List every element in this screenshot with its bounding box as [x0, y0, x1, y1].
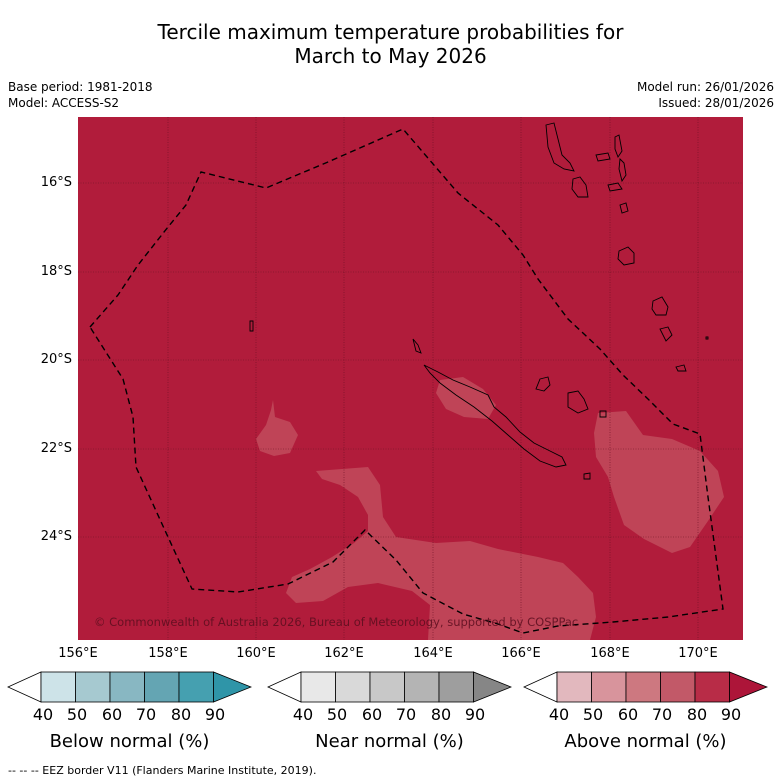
cb-near-tick: 40: [292, 705, 314, 724]
cb-above-tick: 50: [582, 705, 604, 724]
colorbar-segment: [556, 671, 592, 703]
cb-below-tick: 50: [66, 705, 88, 724]
vanuatu-aneityum: [675, 364, 687, 372]
graticule: [78, 117, 743, 640]
colorbar-segment: [694, 671, 730, 703]
vanuatu-tanna: [659, 326, 673, 342]
vanuatu-maewo: [614, 134, 623, 158]
vanuatu-epi: [619, 202, 629, 214]
cb-above-tick: 70: [651, 705, 673, 724]
colorbar-segment: [591, 671, 627, 703]
colorbar-segment: [404, 671, 440, 703]
model-name: Model: ACCESS-S2: [8, 96, 120, 110]
cb-above-tick: 60: [617, 705, 639, 724]
model-run: Model run: 26/01/2026: [636, 80, 774, 94]
cb-near-tick: 50: [326, 705, 348, 724]
loyalty-island-1: [535, 376, 551, 392]
new-caledonia-north-islet: [412, 338, 422, 354]
colorbar-near-normal: [267, 671, 512, 703]
colorbar-segment: [144, 671, 180, 703]
colorbar-above-title: Above normal (%): [564, 731, 727, 752]
colorbar-below-normal: [7, 671, 252, 703]
cb-below-tick: 90: [204, 705, 226, 724]
colorbar-segment: [300, 671, 336, 703]
lon-label-164e: 164°E: [413, 646, 453, 661]
patch-west: [256, 400, 298, 456]
colorbar-right-arrow: [473, 671, 512, 703]
colorbar-segment: [40, 671, 76, 703]
colorbar-segment: [625, 671, 661, 703]
vanuatu-pentecost: [618, 158, 627, 183]
cb-below-tick: 70: [135, 705, 157, 724]
cb-below-tick: 60: [101, 705, 123, 724]
colorbar-below-title: Below normal (%): [49, 731, 210, 752]
lat-label-16s: 16°S: [40, 175, 72, 190]
vanuatu-santo: [545, 122, 575, 172]
eez-border: [89, 128, 724, 634]
lat-label-22s: 22°S: [40, 441, 72, 456]
probability-patches: [256, 377, 724, 640]
loyalty-island-2: [567, 390, 589, 414]
new-caledonia-island: [423, 364, 567, 468]
lon-label-166e: 166°E: [501, 646, 541, 661]
lon-label-168e: 168°E: [590, 646, 630, 661]
lon-label-156e: 156°E: [58, 646, 98, 661]
base-period: Base period: 1981-2018: [8, 80, 153, 94]
lon-label-160e: 160°E: [236, 646, 276, 661]
patch-central-south: [286, 467, 596, 640]
colorbar-segment: [75, 671, 111, 703]
colorbar-right-arrow: [729, 671, 768, 703]
colorbar-segment: [438, 671, 474, 703]
lat-label-18s: 18°S: [40, 264, 72, 279]
vanuatu-ambrym: [607, 182, 623, 192]
vanuatu-efate: [617, 246, 635, 266]
loyalty-island-3: [599, 410, 607, 418]
map-copyright: © Commonwealth of Australia 2026, Bureau…: [94, 615, 578, 629]
cb-below-tick: 40: [32, 705, 54, 724]
map-title-line-2: March to May 2026: [294, 44, 487, 68]
small-islet-2: [705, 336, 709, 340]
eez-footer-note: -- -- -- EEZ border V11 (Flanders Marine…: [8, 764, 317, 777]
colorbar-segment: [109, 671, 145, 703]
cb-near-tick: 60: [361, 705, 383, 724]
isle-of-pines: [583, 472, 591, 480]
issued-date: Issued: 28/01/2026: [658, 96, 774, 110]
lon-label-158e: 158°E: [148, 646, 188, 661]
patch-east: [594, 411, 724, 553]
vanuatu-ambae: [595, 152, 611, 162]
lon-label-170e: 170°E: [678, 646, 718, 661]
cb-below-tick: 80: [170, 705, 192, 724]
small-islet-1: [249, 320, 254, 332]
colorbar-left-arrow: [523, 671, 558, 703]
cb-near-tick: 90: [464, 705, 486, 724]
lat-label-20s: 20°S: [40, 352, 72, 367]
cb-near-tick: 70: [395, 705, 417, 724]
forecast-map: © Commonwealth of Australia 2026, Bureau…: [78, 117, 743, 640]
cb-near-tick: 80: [430, 705, 452, 724]
colorbar-segment: [369, 671, 405, 703]
lon-label-162e: 162°E: [324, 646, 364, 661]
colorbar-near-title: Near normal (%): [315, 731, 464, 752]
vanuatu-erromango: [651, 296, 669, 316]
map-title-line-1: Tercile maximum temperature probabilitie…: [157, 20, 624, 44]
colorbar-segment: [335, 671, 371, 703]
cb-above-tick: 90: [720, 705, 742, 724]
lat-label-24s: 24°S: [40, 529, 72, 544]
colorbar-right-arrow: [213, 671, 252, 703]
cb-above-tick: 40: [548, 705, 570, 724]
coastlines: [249, 122, 709, 480]
colorbar-segment: [178, 671, 214, 703]
cb-above-tick: 80: [686, 705, 708, 724]
vanuatu-malakula: [571, 176, 589, 198]
colorbar-above-normal: [523, 671, 768, 703]
colorbar-segment: [660, 671, 696, 703]
colorbar-left-arrow: [7, 671, 42, 703]
patch-new-caledonia: [436, 377, 496, 419]
colorbar-left-arrow: [267, 671, 302, 703]
